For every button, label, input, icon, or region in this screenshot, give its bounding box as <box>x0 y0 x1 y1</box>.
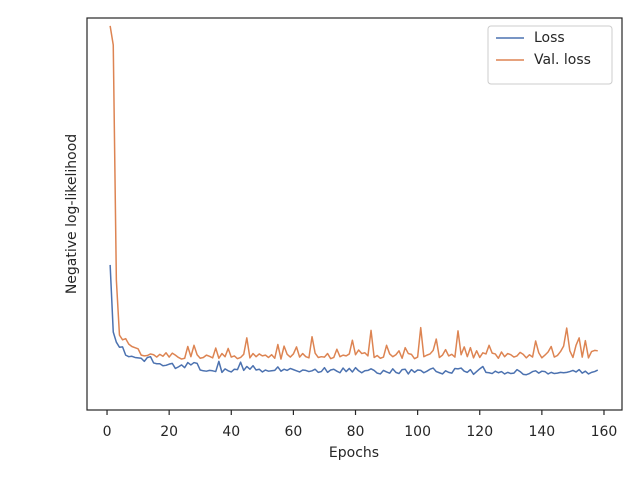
line-series <box>109 264 599 376</box>
x-tick-label: 140 <box>528 424 555 440</box>
x-tick-label: 0 <box>103 424 112 440</box>
legend-label: Loss <box>534 30 565 46</box>
legend-box <box>487 25 613 85</box>
x-tick-label: 100 <box>404 424 431 440</box>
x-tick-label: 40 <box>222 424 240 440</box>
x-tick-label: 60 <box>284 424 302 440</box>
x-tick-label: 160 <box>591 424 618 440</box>
legend-label: Val. loss <box>534 52 591 68</box>
axes-frame <box>86 17 623 411</box>
x-tick-label: 20 <box>160 424 178 440</box>
y-axis-label: Negative log-likelihood <box>64 134 80 294</box>
x-tick-label: 120 <box>466 424 493 440</box>
x-tick-label: 80 <box>347 424 365 440</box>
line-series <box>109 25 598 360</box>
x-axis-label: Epochs <box>329 445 379 461</box>
